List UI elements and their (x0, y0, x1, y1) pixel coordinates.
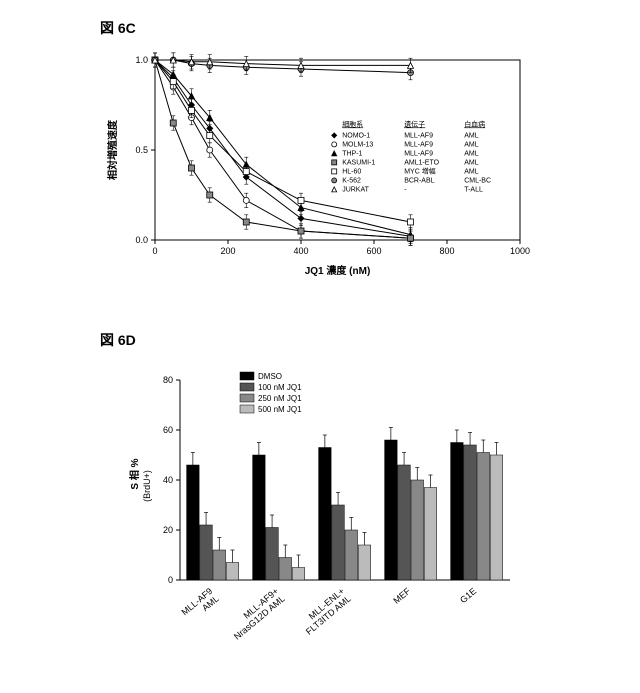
svg-text:400: 400 (293, 246, 308, 256)
svg-text:JURKAT: JURKAT (342, 186, 369, 193)
svg-text:相対増殖速度: 相対増殖速度 (106, 119, 119, 180)
svg-text:AML: AML (464, 141, 479, 148)
svg-text:0: 0 (152, 246, 157, 256)
svg-text:40: 40 (163, 475, 173, 485)
svg-text:20: 20 (163, 525, 173, 535)
svg-text:60: 60 (163, 425, 173, 435)
svg-text:0.5: 0.5 (135, 145, 148, 155)
svg-text:T-ALL: T-ALL (464, 186, 483, 193)
svg-text:遺伝子: 遺伝子 (404, 119, 425, 128)
svg-text:細胞系: 細胞系 (342, 119, 363, 128)
svg-text:MEF: MEF (391, 586, 412, 606)
figure-6c-label: 図 6C (100, 18, 136, 38)
svg-text:-: - (404, 186, 407, 193)
svg-text:800: 800 (439, 246, 454, 256)
svg-text:HL-60: HL-60 (342, 168, 361, 175)
svg-text:MYC 増幅: MYC 増幅 (404, 166, 436, 175)
figure-6d-label: 図 6D (100, 330, 136, 350)
svg-text:AML: AML (464, 168, 479, 175)
svg-text:(BrdU+): (BrdU+) (142, 470, 152, 502)
svg-text:DMSO: DMSO (258, 372, 282, 381)
svg-text:S 相 %: S 相 % (128, 458, 141, 489)
figure-6d-chart: 020406080S 相 %(BrdU+)MLL-AF9AMLMLL-AF9+N… (120, 360, 520, 660)
svg-text:250 nM JQ1: 250 nM JQ1 (258, 394, 302, 403)
svg-text:0: 0 (168, 575, 173, 585)
svg-text:MOLM-13: MOLM-13 (342, 141, 373, 148)
svg-text:200: 200 (220, 246, 235, 256)
svg-text:AML1-ETO: AML1-ETO (404, 159, 439, 166)
svg-text:MLL-AF9: MLL-AF9 (404, 141, 433, 148)
svg-text:AML: AML (464, 159, 479, 166)
svg-text:K-562: K-562 (342, 177, 361, 184)
svg-text:KASUMI-1: KASUMI-1 (342, 159, 375, 166)
svg-text:MLL-AF9: MLL-AF9 (404, 132, 433, 139)
svg-text:600: 600 (366, 246, 381, 256)
svg-text:THP-1: THP-1 (342, 150, 362, 157)
figure-6c-chart: 0 200 400 600 800 1000 0.0 0.5 1.0 JQ1 濃度 (nM) 相対増… (100, 50, 530, 280)
svg-text:JQ1 濃度 (nM): JQ1 濃度 (nM) (305, 264, 371, 277)
svg-text:AML: AML (464, 150, 479, 157)
svg-text:白血病: 白血病 (464, 119, 485, 128)
svg-text:MLL-AF9: MLL-AF9 (404, 150, 433, 157)
svg-text:1.0: 1.0 (135, 55, 148, 65)
svg-text:1000: 1000 (510, 246, 530, 256)
svg-text:80: 80 (163, 375, 173, 385)
svg-text:G1E: G1E (458, 586, 478, 605)
svg-text:500 nM JQ1: 500 nM JQ1 (258, 405, 302, 414)
svg-text:AML: AML (464, 132, 479, 139)
svg-text:BCR-ABL: BCR-ABL (404, 177, 434, 184)
svg-text:NOMO-1: NOMO-1 (342, 132, 370, 139)
svg-text:0.0: 0.0 (135, 235, 148, 245)
svg-text:CML-BC: CML-BC (464, 177, 491, 184)
svg-text:100 nM JQ1: 100 nM JQ1 (258, 383, 302, 392)
